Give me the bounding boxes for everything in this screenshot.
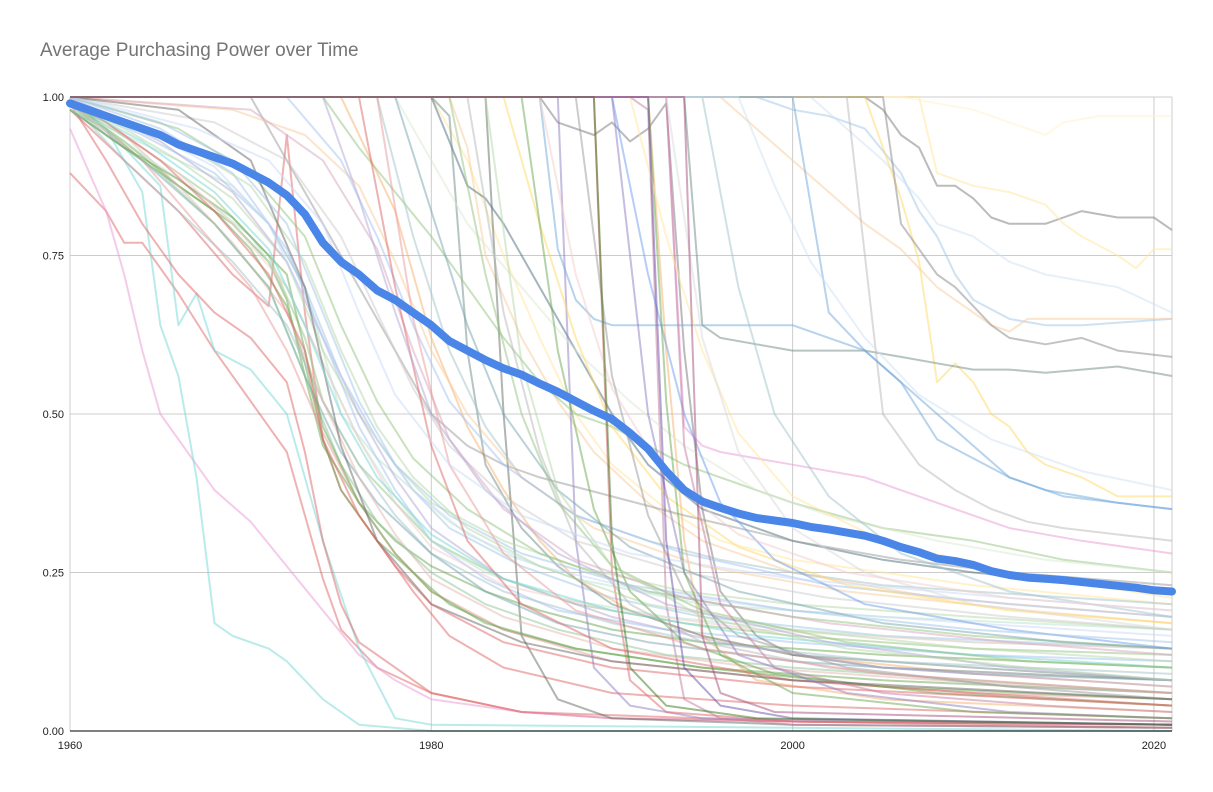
chart-title: Average Purchasing Power over Time — [40, 40, 359, 61]
series-line-34 — [70, 96, 1173, 511]
series-line-42 — [69, 102, 1173, 675]
series-line-38 — [70, 96, 1173, 574]
series-line-80 — [70, 96, 1173, 631]
series-line-21 — [70, 96, 1173, 729]
series-line-74 — [70, 96, 1173, 694]
x-tick-label: 1980 — [419, 740, 443, 752]
series-line-64 — [70, 96, 1173, 650]
series-line-50 — [69, 96, 1173, 650]
series-line-79 — [70, 96, 1173, 492]
series-line-46 — [69, 96, 1173, 688]
series-line-18 — [70, 96, 1173, 729]
series-line-63 — [70, 96, 1173, 701]
series-line-55 — [69, 96, 1173, 625]
series-line-61 — [70, 96, 1173, 625]
series-line-31 — [70, 96, 1172, 498]
series-line-78 — [69, 96, 1173, 612]
series-line-37 — [70, 96, 1173, 574]
series-line-76 — [70, 96, 1173, 618]
series-line-27 — [70, 96, 1173, 231]
series-line-48 — [69, 102, 1173, 694]
series-line-44 — [69, 96, 1173, 694]
series-line-81 — [70, 96, 1173, 612]
series-line-84 — [70, 96, 1173, 723]
series-line-28 — [70, 96, 1172, 270]
y-tick-label: 0.75 — [43, 251, 64, 263]
y-tick-label: 1.00 — [43, 92, 64, 104]
series-line-30 — [70, 96, 1172, 333]
y-tick-label: 0.25 — [43, 568, 64, 580]
series-line-11 — [69, 102, 1173, 650]
series-line-3 — [69, 96, 1172, 732]
series-line-54 — [69, 96, 1173, 631]
highlight-series — [66, 99, 1176, 596]
series-line-67 — [69, 102, 1173, 707]
series-line-25 — [70, 96, 1173, 327]
x-tick-label: 1960 — [58, 740, 82, 752]
series-line-49 — [69, 108, 1173, 701]
x-tick-label: 2020 — [1142, 740, 1166, 752]
series-line-2 — [69, 128, 1173, 726]
y-tick-label: 0.00 — [43, 726, 64, 738]
series-line-5 — [69, 102, 1173, 729]
series-line-56 — [69, 96, 1173, 656]
tick-labels: 0.00 0.25 0.50 0.75 1.00 1960 1980 2000 2020 — [43, 92, 1167, 752]
average-series-line — [66, 99, 1176, 596]
series-line-32 — [70, 96, 1173, 377]
series-line-33 — [70, 96, 1173, 358]
series-line-40 — [70, 96, 1173, 587]
series-line-68 — [69, 102, 1173, 669]
series-line-77 — [70, 96, 1173, 682]
series-line-71 — [70, 96, 1173, 669]
series-line-4 — [69, 96, 1173, 732]
series-lines — [69, 96, 1173, 732]
series-line-57 — [70, 96, 1173, 618]
series-line-35 — [70, 96, 1173, 542]
x-tick-label: 2000 — [780, 740, 804, 752]
series-line-62 — [70, 96, 1173, 707]
series-line-29 — [70, 96, 1172, 136]
series-line-26 — [70, 96, 1173, 314]
series-line-19 — [70, 96, 1173, 682]
series-line-36 — [70, 96, 1173, 511]
series-line-17 — [70, 96, 1173, 682]
series-line-70 — [70, 96, 1173, 720]
y-tick-label: 0.50 — [43, 409, 64, 421]
series-line-14 — [70, 96, 1173, 606]
series-line-73 — [70, 96, 1173, 713]
